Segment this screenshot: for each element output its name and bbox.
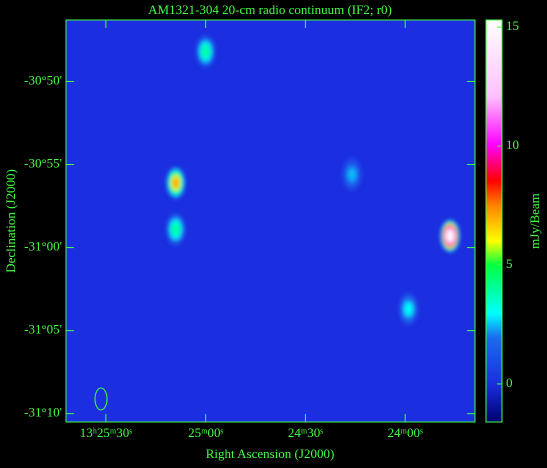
y-axis-label: Declination (J2000) [3,169,18,273]
colorbar-frame [485,19,503,423]
image-layer [165,34,461,327]
source-contour [172,176,180,189]
colorbar-label: mJy/Beam [527,193,542,249]
radio-source [165,165,186,200]
y-tick-label: -31°00' [24,239,62,254]
x-tick-label: 13ʰ25ᵐ30ˢ [80,425,133,440]
source-contour [202,45,210,58]
x-tick-label: 25ᵐ00ˢ [188,425,223,440]
radio-source [440,218,461,253]
colorbar [486,20,502,422]
plot-frame [65,19,476,423]
radio-source [195,34,216,69]
radio-source [398,292,419,327]
source-contour [348,168,356,181]
colorbar-tick-label: 10 [506,137,519,152]
y-tick-label: -31°05' [24,322,62,337]
y-tick-label: -30°55' [24,156,62,171]
colorbar-tick-label: 5 [506,256,513,271]
colorbar-tick-label: 15 [506,18,519,33]
radio-source [165,212,186,247]
x-tick-label: 24ᵐ00ˢ [388,425,423,440]
beam [94,387,108,411]
radio-source [341,157,362,192]
chart-title: AM1321-304 20-cm radio continuum (IF2; r… [148,2,392,17]
source-contour [404,303,413,315]
image-background [66,20,475,422]
y-tick-label: -31°10' [24,405,62,420]
colorbar-tick-label: 0 [506,375,513,390]
x-tick-label: 24ᵐ30ˢ [288,425,323,440]
x-axis-label: Right Ascension (J2000) [206,446,335,461]
source-contour [172,223,180,236]
source-contour [446,230,454,242]
y-tick-label: -30°50' [24,72,62,87]
